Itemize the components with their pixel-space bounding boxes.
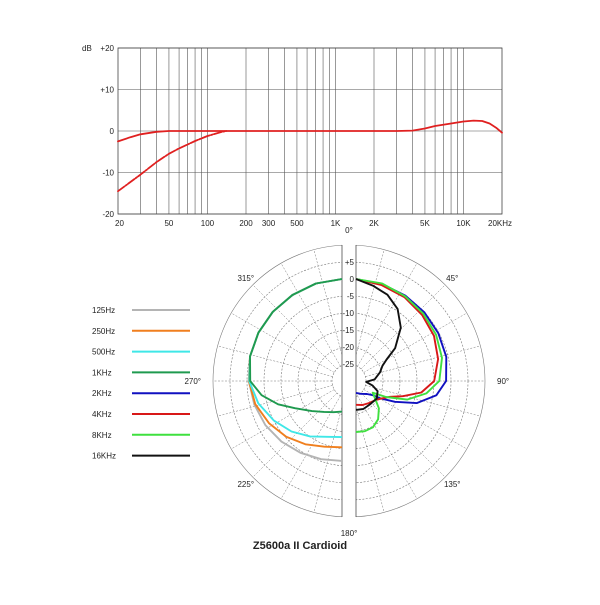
polar-series-line [355,278,443,433]
polar-r-tick-label: -15 [342,326,354,335]
fr-y-unit-label: dB [82,44,92,53]
polar-angle-label: 180° [341,529,358,538]
polar-spoke [353,249,385,365]
polar-r-tick-label: -10 [342,309,354,318]
fr-x-tick-label: 50 [164,219,173,228]
fr-x-tick-label: 100 [201,219,215,228]
polar-angle-label: 0° [345,226,353,235]
fr-x-tick-label: 20 [115,219,124,228]
fr-y-tick-label: +20 [100,44,114,53]
polar-spoke [252,284,338,370]
polar-r-tick-label: -5 [347,292,355,301]
polar-spoke [357,395,418,499]
polar-angle-label: 45° [446,274,458,283]
fr-x-tick-label: 300 [262,219,276,228]
fr-x-tick-label: 10K [456,219,471,228]
legend-label: 500Hz [92,348,115,357]
polar-center-band [342,243,356,519]
polar-spoke [231,312,335,373]
polar-spoke [313,397,345,513]
polar-spoke [365,385,481,417]
polar-series-line [249,278,343,414]
polar-series-line [355,278,448,405]
fr-series-line [117,130,228,193]
polar-spoke [363,312,467,373]
fr-y-tick-label: +10 [100,86,114,95]
polar-spoke [280,263,341,367]
polar-spoke [363,389,467,450]
polar-angle-label: 225° [237,480,254,489]
polar-spoke [217,385,333,417]
polar-spoke [360,392,446,478]
polar-spoke [357,263,418,367]
polar-series-line [355,278,402,411]
legend-label: 1KHz [92,368,112,377]
fr-y-tick-label: -10 [102,169,114,178]
legend-label: 125Hz [92,306,115,315]
polar-series-line [355,278,440,406]
polar-angle-label: 270° [184,377,201,386]
polar-spoke [353,397,385,513]
fr-frame [117,47,503,215]
polar-spoke [365,345,481,377]
fr-x-tick-label: 200 [239,219,253,228]
fr-y-tick-label: -20 [102,210,114,219]
legend-label: 2KHz [92,389,112,398]
polar-series-line [247,278,343,462]
fr-x-tick-label: 5K [420,219,430,228]
fr-x-tick-label: 2K [369,219,379,228]
fr-x-tick-label: 1K [331,219,341,228]
polar-angle-label: 90° [497,377,509,386]
polar-r-tick-label: 0 [350,275,355,284]
fr-x-tick-label: 500 [290,219,304,228]
fr-x-tick-label: 20KHz [488,219,512,228]
legend-label: 16KHz [92,452,116,461]
polar-spoke [217,345,333,377]
polar-r-tick-label: +5 [345,258,355,267]
polar-angle-label: 135° [444,480,461,489]
polar-spoke [280,395,341,499]
polar-r-tick-label: -20 [342,343,354,352]
polar-spoke [252,392,338,478]
chart-title: Z5600a II Cardioid [252,540,348,552]
polar-spoke [360,284,446,370]
polar-angle-label: 315° [237,274,254,283]
legend-label: 8KHz [92,431,112,440]
polar-r-tick-label: -25 [342,360,354,369]
legend-label: 250Hz [92,327,115,336]
polar-spoke [231,389,335,450]
fr-y-tick-label: 0 [110,127,115,136]
fr-series-line [117,119,503,143]
legend-label: 4KHz [92,410,112,419]
polar-spoke [313,249,345,365]
